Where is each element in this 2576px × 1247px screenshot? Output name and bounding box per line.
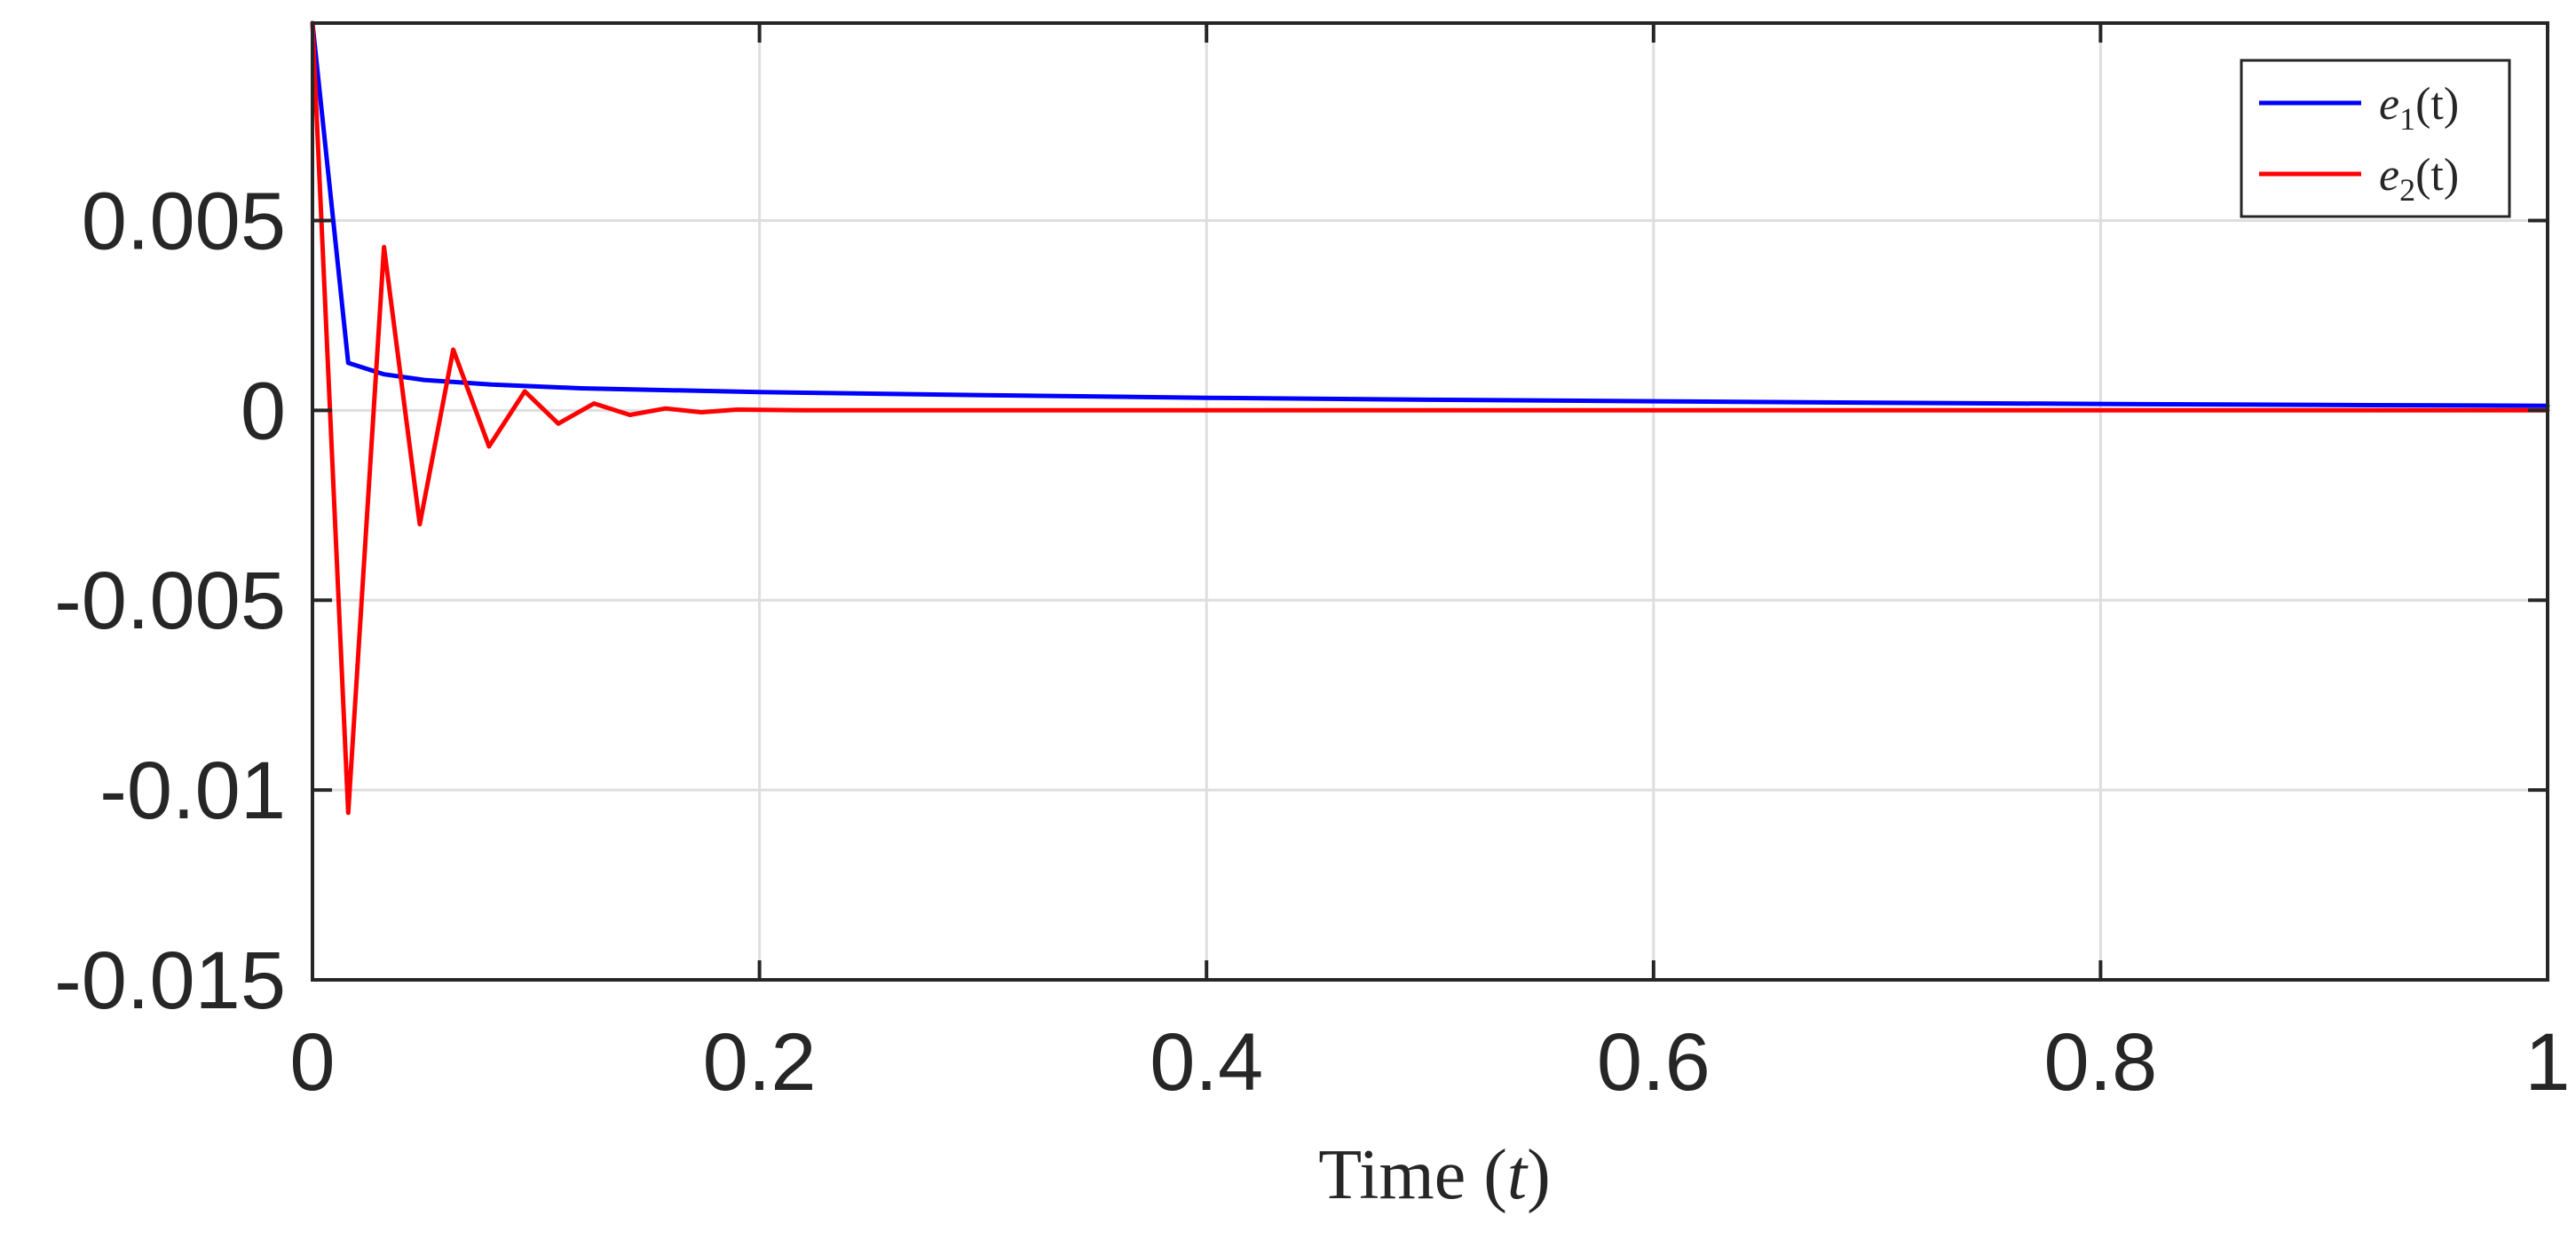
x-tick-label: 0.6 [1597,1017,1711,1108]
y-tick-label: -0.005 [54,556,286,646]
x-axis: 0 0.2 0.4 0.6 0.8 1 [289,23,2571,1108]
y-tick-label: 0.005 [82,176,286,266]
y-tick-label: 0 [241,366,286,456]
x-tick-label: 1 [2525,1017,2570,1108]
legend-box [2240,59,2511,218]
y-axis: -0.015 -0.01 -0.005 0 0.005 [54,176,2548,1026]
x-tick-label: 0.2 [703,1017,817,1108]
plot-area-frame [311,21,2549,982]
x-tick-label: 0 [289,1017,335,1108]
series-line-e2 [310,20,2550,816]
legend-label-e2: e2(t) [2379,150,2459,208]
series-line-e1 [310,20,2550,408]
x-tick-label: 0.4 [1150,1017,1263,1108]
y-tick-label: -0.015 [54,935,286,1026]
series-layer [310,20,2550,816]
x-axis-label: Time (t) [1318,1136,1551,1214]
y-tick-label: -0.01 [99,746,286,836]
legend: e1(t) e2(t) [2240,59,2511,218]
grid [312,23,2548,980]
x-tick-label: 0.8 [2043,1017,2157,1108]
legend-label-e1: e1(t) [2379,79,2459,137]
